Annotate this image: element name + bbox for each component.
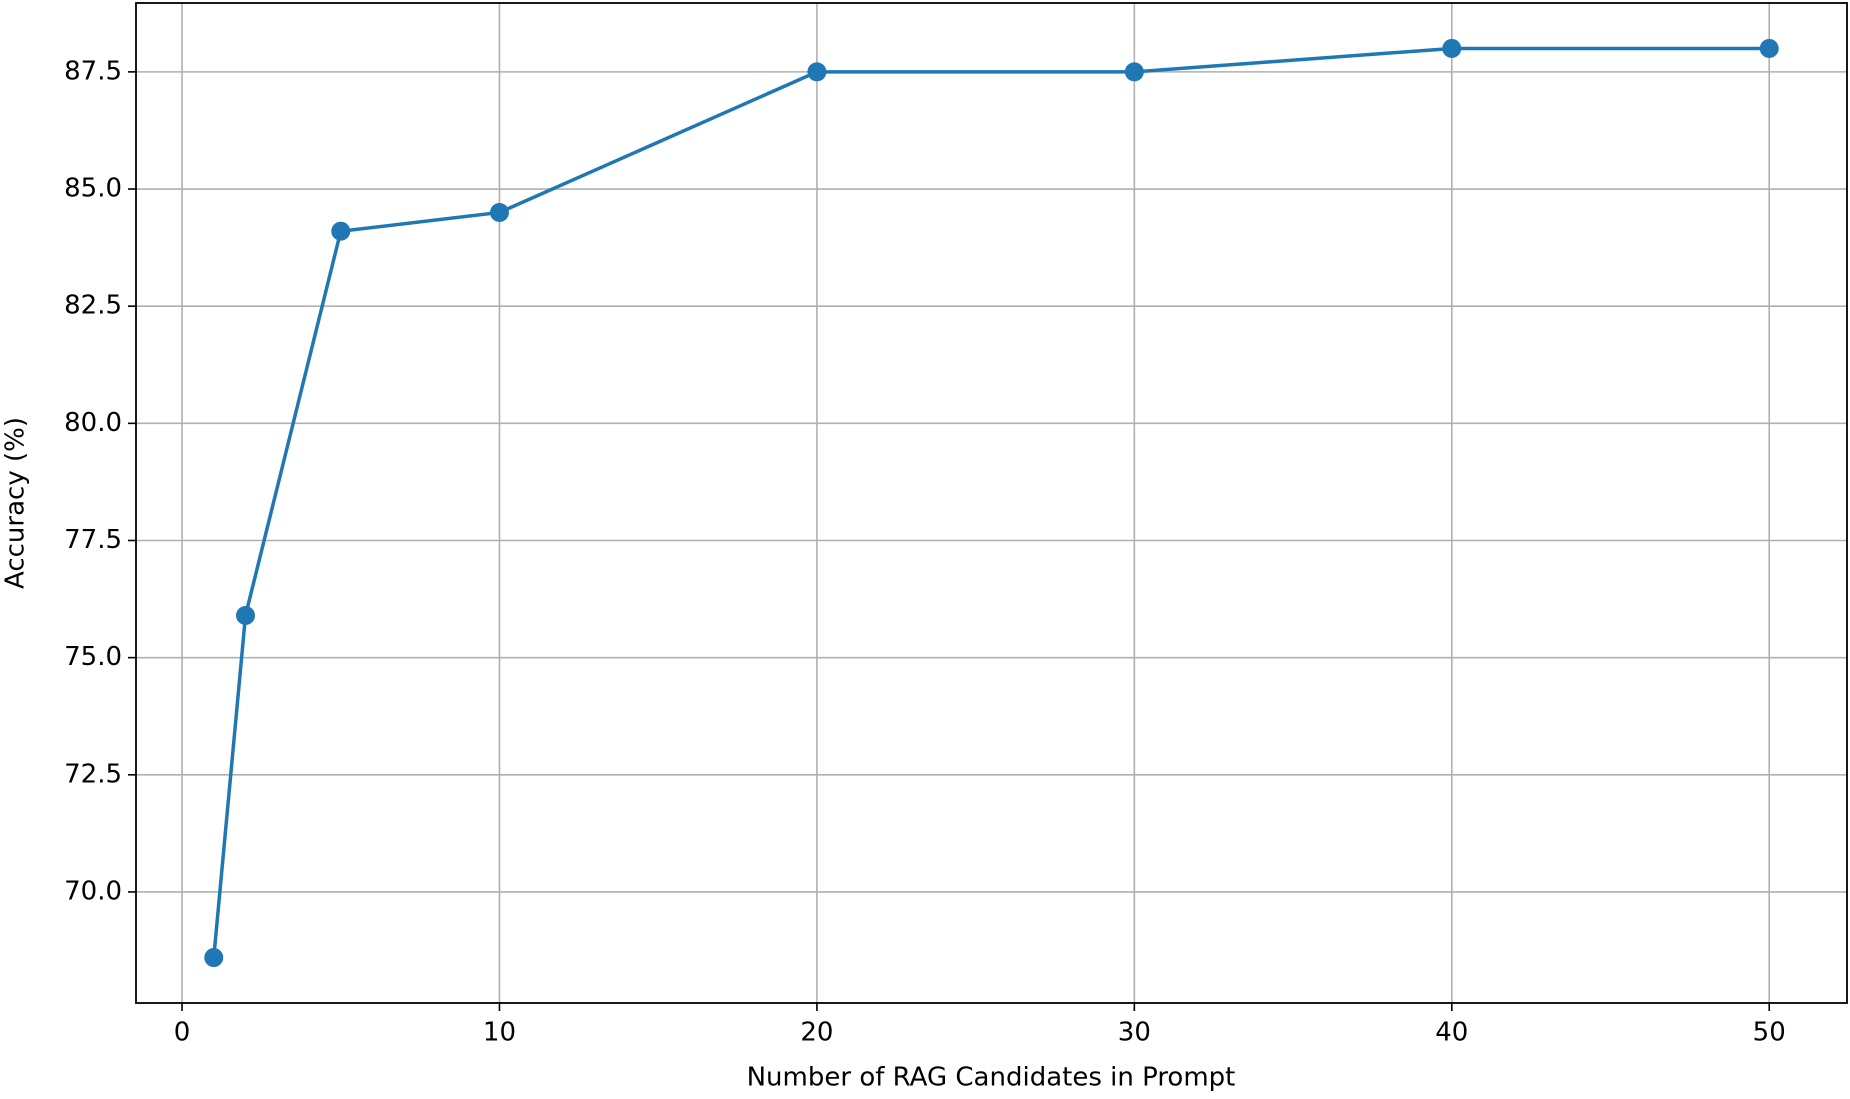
x-tick-label: 20 — [800, 1018, 833, 1048]
y-tick-label: 80.0 — [64, 408, 122, 438]
x-axis-label: Number of RAG Candidates in Prompt — [747, 1063, 1236, 1093]
point — [1442, 38, 1462, 58]
y-tick-label: 75.0 — [64, 642, 122, 672]
x-tick-label: 40 — [1435, 1018, 1468, 1048]
point — [331, 221, 351, 241]
y-tick-label: 85.0 — [64, 174, 122, 204]
x-tick-label: 0 — [174, 1018, 191, 1048]
plot-frame — [135, 2, 1848, 1004]
line — [212, 46, 1770, 958]
y-tick-label: 87.5 — [64, 56, 122, 86]
point — [489, 202, 509, 222]
y-axis-label: Accuracy (%) — [1, 417, 31, 589]
y-tick-label: 70.0 — [64, 876, 122, 906]
x-tick-label: 10 — [483, 1018, 516, 1048]
point — [204, 948, 224, 968]
y-tick-label: 77.5 — [64, 525, 122, 555]
x-tick-label: 50 — [1753, 1018, 1786, 1048]
point — [1759, 38, 1779, 58]
point — [1124, 62, 1144, 82]
grid — [136, 3, 1847, 1003]
y-tick-label: 72.5 — [64, 759, 122, 789]
point — [807, 62, 827, 82]
marks — [204, 38, 1779, 968]
y-tick-label: 82.5 — [64, 291, 122, 321]
x-tick-label: 30 — [1118, 1018, 1151, 1048]
point — [236, 605, 256, 625]
